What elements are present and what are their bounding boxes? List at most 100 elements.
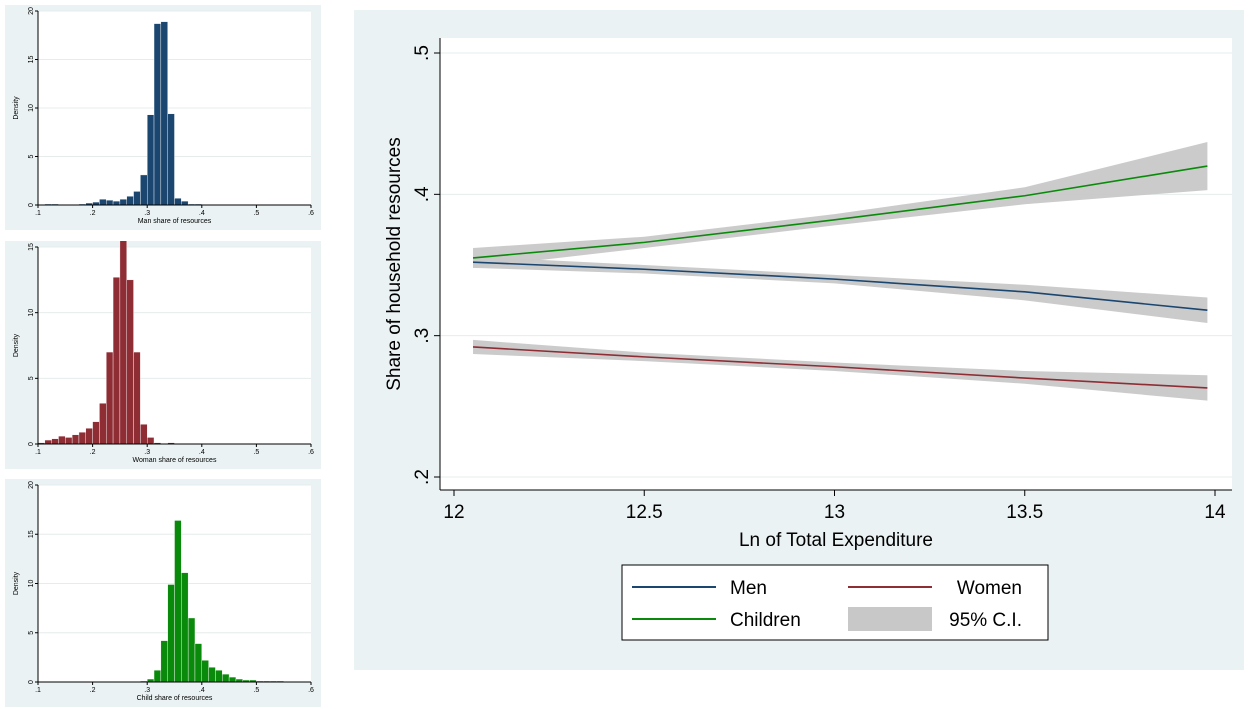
histogram-bar (65, 437, 73, 445)
x-axis-title: Child share of resources (137, 695, 213, 702)
histogram-bar (112, 200, 121, 206)
y-tick-label: 5 (28, 154, 35, 158)
x-tick-label: .6 (308, 210, 314, 217)
histogram-bar (99, 198, 107, 206)
y-tick-label: 5 (28, 631, 35, 635)
histogram-bar (160, 21, 168, 206)
histogram-bar (126, 279, 134, 445)
histogram-bar (58, 435, 66, 445)
histogram-bar (222, 673, 230, 683)
histogram-bar (92, 421, 100, 445)
y-axis-title: Density (13, 333, 20, 357)
histogram-bar (208, 667, 216, 683)
histogram-bar (201, 660, 209, 683)
ci-band-children (473, 142, 1208, 268)
x-tick-label: 12.5 (626, 502, 663, 523)
histogram-bar (85, 428, 93, 445)
ci-band-men (473, 256, 1208, 323)
x-tick-label: 12 (443, 502, 464, 523)
x-axis-title: Woman share of resources (133, 457, 217, 464)
y-tick-label: .3 (412, 328, 433, 344)
child-histogram-panel: 0 5 10 15 20 .1 .2 .3 .4 .5 .6 Child share of resou… (5, 479, 321, 707)
histogram-bar (174, 198, 182, 206)
histogram-bar (167, 113, 175, 206)
histogram-bar (133, 191, 141, 206)
y-tick-label: .2 (412, 469, 433, 485)
x-tick-label: .5 (253, 210, 259, 217)
x-axis-title: Ln of Total Expenditure (739, 530, 933, 551)
histogram-bar (119, 241, 127, 445)
histogram-bar (133, 351, 141, 445)
plot-area (38, 247, 311, 444)
histogram-bar (119, 198, 127, 206)
series-line-women (472, 346, 1208, 389)
x-tick-label: .3 (144, 210, 150, 217)
x-tick-label: .6 (308, 449, 314, 456)
histogram-bar (181, 572, 189, 683)
legend: Men Women Children 95% C.I. (621, 564, 1049, 641)
histogram-bar (78, 431, 86, 445)
histogram-bar (71, 434, 80, 445)
x-tick-label: .1 (35, 210, 41, 217)
woman-histogram-panel: 0 5 10 15 .1 .2 .3 .4 .5 .6 Woman share of resourc… (5, 241, 321, 469)
histogram-bar (126, 196, 134, 206)
y-axis-title: Density (13, 571, 20, 595)
y-tick-label: 15 (28, 243, 35, 251)
x-tick-label: .2 (90, 210, 96, 217)
y-tick-label: 20 (28, 481, 35, 489)
x-tick-label: .2 (90, 449, 96, 456)
y-tick-label: 20 (28, 7, 35, 15)
y-tick-label: 15 (28, 56, 35, 64)
man-histogram-panel: 0 5 10 15 20 .1 .2 .3 .4 .5 .6 Man share of resourc… (5, 5, 321, 230)
histogram-bar (181, 200, 189, 206)
legend-label: 95% C.I. (949, 610, 1022, 631)
histogram-bar (146, 437, 155, 445)
ci-band-women (473, 339, 1208, 401)
x-tick-label: 13.5 (1006, 502, 1043, 523)
histogram-bar (228, 676, 237, 683)
histogram-bar (106, 351, 114, 445)
legend-label: Women (957, 578, 1022, 599)
histogram-bar (112, 277, 121, 445)
legend-label: Children (730, 610, 801, 631)
x-axis-title: Man share of resources (138, 218, 212, 225)
y-tick-label: 0 (28, 203, 35, 207)
x-tick-label: .2 (90, 687, 96, 694)
series-line-children (472, 165, 1208, 259)
x-tick-label: .3 (144, 449, 150, 456)
series-line-men (472, 261, 1208, 312)
x-tick-label: .5 (253, 687, 259, 694)
x-tick-label: .4 (199, 449, 205, 456)
legend-label: Men (730, 578, 767, 599)
share-line-chart-panel: .2 .3 .4 .5 12 12.5 13 13.5 14 Ln of Total Expend… (354, 10, 1244, 670)
y-tick-label: 0 (28, 442, 35, 446)
y-axis-title: Share of household resources (384, 137, 405, 391)
y-tick-label: 10 (28, 104, 35, 112)
x-tick-label: 13 (824, 502, 845, 523)
x-tick-label: .1 (35, 687, 41, 694)
y-tick-label: 10 (28, 309, 35, 317)
histogram-bar (140, 424, 148, 445)
x-tick-label: .4 (199, 210, 205, 217)
y-tick-label: 5 (28, 376, 35, 380)
y-tick-label: .4 (412, 186, 433, 202)
histogram-bar (160, 640, 168, 683)
histogram-bar (146, 114, 155, 206)
histogram-bar (167, 584, 175, 683)
histogram-bar (215, 669, 223, 683)
histogram-bar (51, 438, 59, 445)
histogram-bar (140, 174, 148, 206)
y-tick-label: .5 (412, 45, 433, 61)
x-tick-label: .4 (199, 687, 205, 694)
histogram-bar (194, 643, 203, 683)
histogram-bar (44, 439, 52, 445)
x-tick-label: .3 (144, 687, 150, 694)
histogram-bar (99, 403, 107, 445)
y-tick-label: 0 (28, 680, 35, 684)
x-tick-label: 14 (1204, 502, 1226, 523)
legend-box (621, 564, 1049, 641)
x-tick-label: .5 (253, 449, 259, 456)
x-tick-label: .6 (308, 687, 314, 694)
y-axis-title: Density (13, 96, 20, 120)
histogram-bar (174, 520, 182, 683)
